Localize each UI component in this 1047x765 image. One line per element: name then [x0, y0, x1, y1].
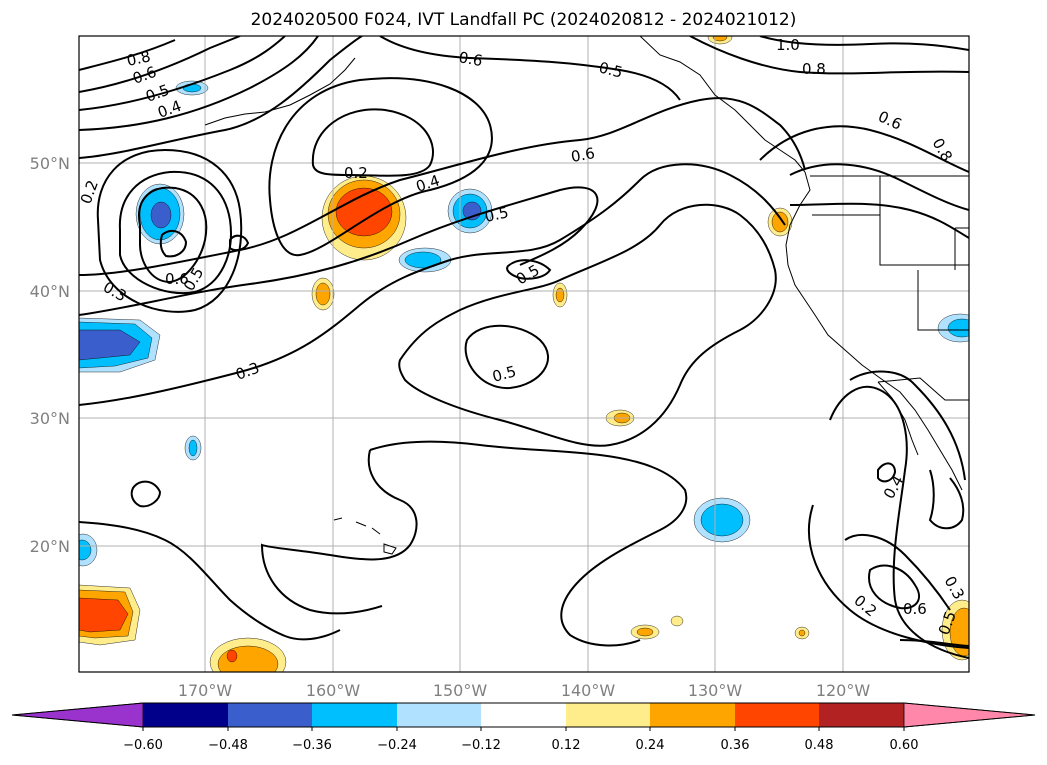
positive-anomaly-136w-13n	[630, 624, 660, 640]
colorbar-tick-label: 0.48	[805, 738, 834, 753]
colorbar-segment	[566, 703, 650, 727]
contour-label: 0.8	[802, 60, 826, 78]
gridlines	[79, 36, 969, 672]
colorbar: −0.60 −0.48 −0.36 −0.24 −0.12 0.12 0.24 …	[11, 702, 1036, 753]
negative-anomaly-west-45n	[135, 183, 185, 245]
hawaii-islands	[333, 517, 397, 555]
latitude-axis: 50°N 40°N 30°N 20°N	[30, 154, 70, 556]
colorbar-segment	[819, 703, 904, 727]
colorbar-tick-label: −0.24	[377, 738, 417, 753]
negative-anomaly-east-37n	[937, 313, 969, 343]
longitude-label: 130°W	[688, 681, 743, 700]
positive-anomaly-125w-45n	[767, 207, 793, 237]
contour-lines	[79, 36, 969, 659]
idaho-border	[954, 227, 969, 270]
positive-anomaly-west-16n	[79, 584, 141, 646]
colorbar-extend-high	[903, 702, 1036, 728]
map-title: 2024020500 F024, IVT Landfall PC (202402…	[250, 10, 797, 30]
positive-anomaly-127w-60n	[707, 36, 733, 45]
contour-label: 0.2	[344, 164, 368, 182]
colorbar-segment	[228, 703, 312, 727]
shading-layer	[79, 36, 969, 672]
contour-label: 0.5	[483, 203, 510, 226]
colorbar-tick-label: −0.48	[208, 738, 248, 753]
positive-anomaly-167w	[209, 637, 287, 672]
positive-anomaly-142w	[552, 282, 568, 308]
negative-anomaly-west-36n	[79, 317, 161, 373]
contour-label: 0.2	[77, 178, 102, 207]
longitude-label: 140°W	[561, 681, 616, 700]
colorbar-tick-label: 0.24	[636, 738, 665, 753]
latitude-label: 30°N	[30, 409, 70, 428]
negative-anomaly-130w	[693, 497, 751, 543]
negative-anomaly-20n-west	[79, 533, 98, 567]
contour-label: 0.6	[570, 144, 597, 166]
colorbar-segment	[650, 703, 735, 727]
baja-california	[877, 381, 919, 456]
us-state-border-2	[917, 270, 969, 331]
latitude-label: 50°N	[30, 154, 70, 173]
longitude-label: 160°W	[306, 681, 361, 700]
longitude-label: 170°W	[178, 681, 233, 700]
colorbar-segment	[481, 703, 566, 727]
north-america-west-coast	[785, 171, 963, 491]
positive-anomaly-133w-14n	[670, 615, 684, 627]
contour-label: 0.5	[490, 362, 518, 386]
colorbar-tick-label: 0.60	[890, 738, 919, 753]
map-frame	[78, 35, 970, 673]
alaska-coast	[639, 36, 806, 173]
colorbar-tick-label: 0.12	[552, 738, 581, 753]
colorbar-segment	[312, 703, 397, 727]
colorbar-segment	[143, 703, 228, 727]
aleutian-islands	[204, 57, 356, 126]
contour-label: 0.5	[597, 58, 625, 81]
contour-label: 0.6	[903, 600, 927, 618]
longitude-axis: 170°W 160°W 150°W 140°W 130°W 120°W	[178, 681, 871, 700]
contour-label: 1.0	[776, 36, 800, 54]
colorbar-tick-label: −0.36	[292, 738, 332, 753]
colorbar-tick-label: −0.12	[461, 738, 501, 753]
colorbar-segment	[735, 703, 819, 727]
latitude-label: 20°N	[30, 537, 70, 556]
coastlines	[204, 36, 969, 555]
positive-anomaly-123w-13n	[794, 626, 810, 640]
colorbar-tick-label: −0.60	[123, 738, 163, 753]
negative-anomaly-28n	[184, 435, 202, 461]
contour-label: 0.6	[165, 270, 189, 288]
colorbar-segment	[397, 703, 481, 727]
negative-anomaly-153w	[398, 247, 452, 273]
positive-anomaly-162w	[311, 277, 335, 311]
longitude-label: 120°W	[816, 681, 871, 700]
colorbar-ticks	[142, 727, 905, 731]
colorbar-tick-label: 0.36	[721, 738, 750, 753]
us-mexico-border	[877, 377, 969, 401]
colorbar-extend-low	[11, 702, 144, 728]
map-plot-area: 0.8 0.6 0.5 0.4 0.6 0.5 1.0 0.8 0.6 0.8 …	[77, 36, 969, 672]
contour-label: 0.8	[125, 47, 152, 70]
longitude-label: 150°W	[433, 681, 488, 700]
contour-label: 0.6	[457, 48, 484, 70]
latitude-label: 40°N	[30, 282, 70, 301]
